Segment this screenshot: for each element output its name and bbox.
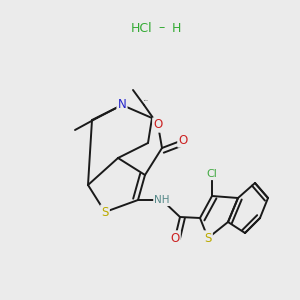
- Text: O: O: [170, 232, 180, 244]
- Text: NH: NH: [154, 195, 170, 205]
- Text: HCl: HCl: [131, 22, 153, 34]
- Text: N: N: [118, 98, 126, 112]
- Text: Cl: Cl: [207, 169, 218, 179]
- Text: O: O: [178, 134, 188, 146]
- Text: methyl: methyl: [144, 100, 149, 101]
- Text: –: –: [159, 22, 165, 34]
- Text: S: S: [204, 232, 212, 244]
- Text: H: H: [171, 22, 181, 34]
- Text: O: O: [153, 118, 163, 131]
- Text: S: S: [101, 206, 109, 218]
